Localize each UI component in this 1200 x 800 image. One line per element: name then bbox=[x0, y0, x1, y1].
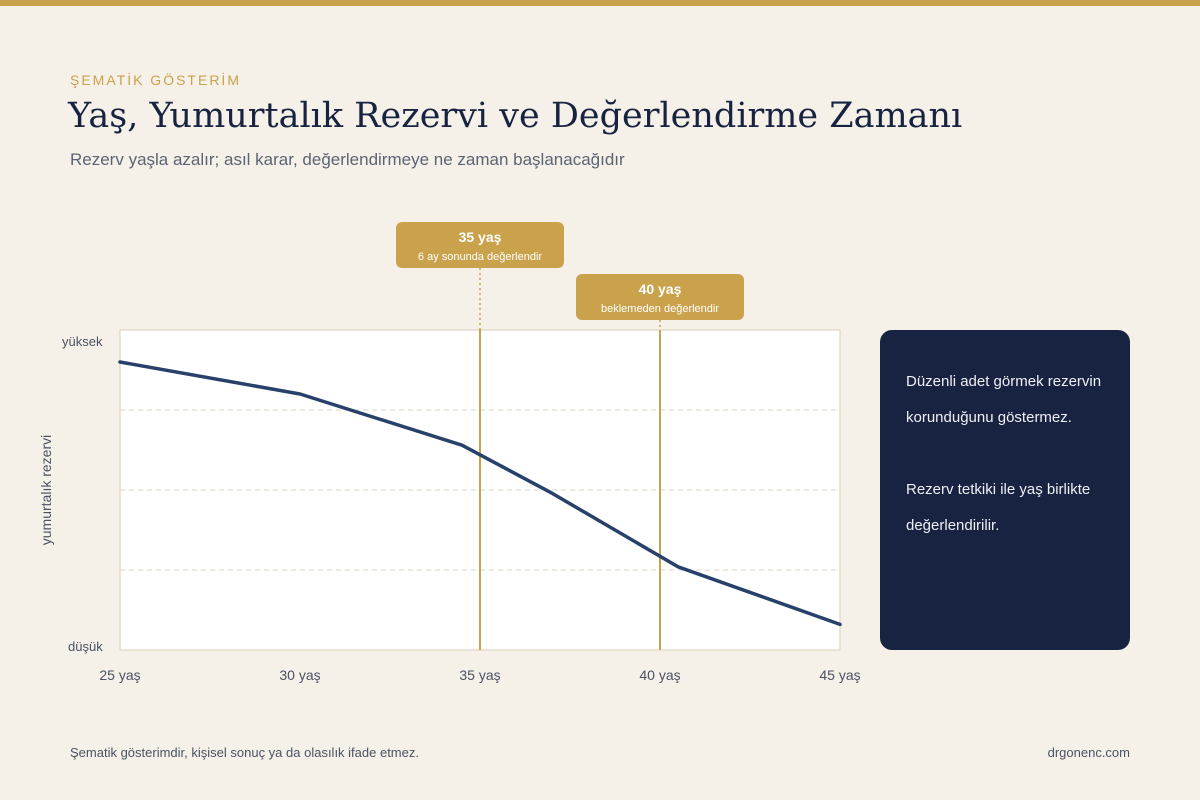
reserve-series-line bbox=[118, 360, 842, 627]
marker-label-box-35 bbox=[396, 222, 564, 268]
y-tick-high: yüksek bbox=[62, 334, 103, 349]
footer-disclaimer: Şematik gösterimdir, kişisel sonuç ya da… bbox=[70, 745, 419, 760]
x-tick-label-45: 45 yaş bbox=[819, 667, 860, 683]
marker-label-title-35: 35 yaş bbox=[459, 229, 502, 245]
info-panel: Düzenli adet görmek rezervin korunduğunu… bbox=[880, 330, 1130, 650]
marker-label-subtitle-40: beklemeden değerlendir bbox=[601, 303, 719, 315]
x-tick-label-30: 30 yaş bbox=[279, 667, 320, 683]
eyebrow-label: ŞEMATİK GÖSTERİM bbox=[70, 72, 241, 88]
info-text-regular-period: Düzenli adet görmek rezervin korunduğunu… bbox=[906, 373, 1102, 426]
footer-website-link[interactable]: drgonenc.com bbox=[1047, 745, 1130, 760]
x-tick-label-35: 35 yaş bbox=[459, 667, 500, 683]
page-title: Yaş, Yumurtalık Rezervi ve Değerlendirme… bbox=[68, 96, 963, 136]
y-tick-low: düşük bbox=[68, 639, 103, 654]
y-axis-label: yumurtalık rezervi bbox=[38, 435, 54, 545]
x-tick-label-40: 40 yaş bbox=[639, 667, 680, 683]
x-axis-ticks: 25 yaş 30 yaş 35 yaş 40 yaş 45 yaş bbox=[99, 667, 860, 683]
x-tick-label-25: 25 yaş bbox=[99, 667, 140, 683]
info-text-reserve-test: Rezerv tetkiki ile yaş birlikte değerlen… bbox=[906, 481, 1091, 534]
age-markers: 35 yaş 6 ay sonunda değerlendir 40 yaş bekl… bbox=[396, 222, 744, 650]
top-accent-bar bbox=[0, 0, 1200, 6]
marker-label-title-40: 40 yaş bbox=[639, 281, 682, 297]
marker-label-subtitle-35: 6 ay sonunda değerlendir bbox=[418, 251, 542, 263]
page-subtitle: Rezerv yaşla azalır; asıl karar, değerle… bbox=[70, 150, 625, 169]
marker-label-box-40 bbox=[576, 274, 744, 320]
